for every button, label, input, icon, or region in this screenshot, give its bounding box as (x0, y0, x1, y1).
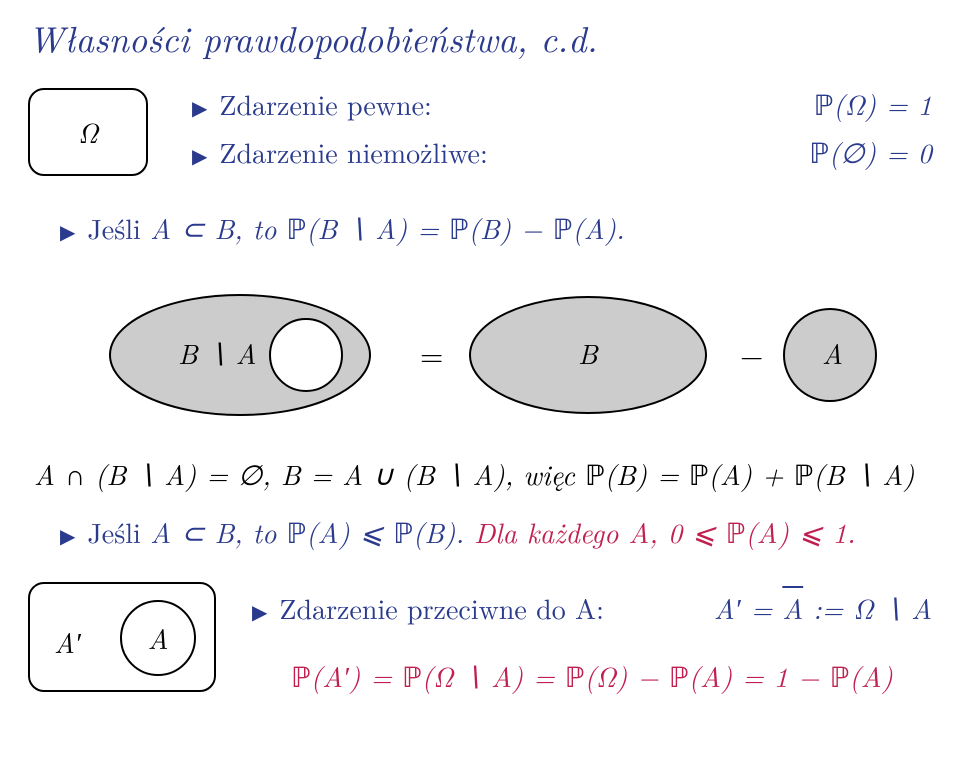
venn-mid-label: B (578, 333, 599, 373)
text: A (782, 588, 803, 628)
prob-symbol: ℙ (726, 519, 746, 550)
venn-minus-sign: − (740, 332, 763, 375)
text: (A) ⩽ 1. (745, 512, 855, 552)
row-5: ▶ Jeśli A ⊂ B, to ℙ(A) ⩽ ℙ(B). Dla każde… (60, 512, 855, 552)
prob-symbol: ℙ (286, 519, 306, 550)
rhs-text: (Ω) = 1 (833, 84, 932, 124)
text: (B) − (469, 208, 553, 248)
text: (Ω) − (584, 656, 668, 696)
text: (B). (413, 512, 474, 552)
prob-symbol: ℙ (669, 663, 689, 694)
bullet-label: Zdarzenie pewne: (219, 84, 431, 124)
text: (B) = (605, 454, 689, 494)
omega-box: Ω (28, 88, 148, 176)
row-1: Ω ▶ Zdarzenie pewne: ℙ(Ω) = 1 ▶ Zdarzeni… (28, 84, 932, 180)
prob-symbol: ℙ (565, 663, 585, 694)
rhs-text: (∅) = 0 (829, 132, 932, 172)
venn-rhs-label: A (822, 333, 843, 373)
triangle-icon: ▶ (60, 216, 75, 245)
row5-text: Jeśli A ⊂ B, to ℙ(A) ⩽ ℙ(B). Dla każdego… (87, 512, 855, 552)
row6-line1-rhs: A′ = A := Ω ∖ A (714, 588, 932, 628)
aprime-box: A′ A (28, 582, 216, 692)
bullet-rhs: ℙ(∅) = 0 (809, 132, 932, 172)
text: (A) = 1 − (689, 656, 830, 696)
prob-symbol: ℙ (809, 139, 829, 170)
text: (Ω ∖ A) = (422, 656, 565, 696)
row6-line2: ℙ(A′) = ℙ(Ω ∖ A) = ℙ(Ω) − ℙ(A) = 1 − ℙ(A… (252, 656, 932, 696)
row2-text: Jeśli A ⊂ B, to ℙ(B ∖ A) = ℙ(B) − ℙ(A). (87, 208, 624, 248)
text: A′ = (714, 588, 782, 628)
text: (A). (572, 208, 624, 248)
prob-symbol: ℙ (794, 461, 814, 492)
row6-right-col: ▶ Zdarzenie przeciwne do A: A′ = A := Ω … (252, 582, 932, 696)
row6-line1-label: Zdarzenie przeciwne do A: (279, 588, 603, 628)
text: Jeśli (87, 512, 150, 552)
bullet-pewne: ▶ Zdarzenie pewne: ℙ(Ω) = 1 (192, 84, 932, 124)
prob-symbol: ℙ (291, 663, 311, 694)
text: Dla każdego A, 0 ⩽ (474, 512, 726, 552)
row-4: A ∩ (B ∖ A) = ∅, B = A ∪ (B ∖ A), więc ℙ… (34, 454, 915, 494)
a-label: A (148, 618, 169, 658)
aprime-label: A′ (54, 622, 81, 662)
triangle-icon: ▶ (192, 140, 207, 169)
text: (A) + (708, 454, 793, 494)
bullet-label: Zdarzenie niemożliwe: (219, 132, 487, 172)
text: := Ω ∖ A (803, 588, 932, 628)
prob-symbol: ℙ (830, 663, 850, 694)
venn-lhs-label: B ∖ A (178, 333, 256, 373)
text: (A′) = (311, 656, 402, 696)
prob-symbol: ℙ (585, 461, 605, 492)
prob-symbol: ℙ (689, 461, 709, 492)
triangle-icon: ▶ (192, 92, 207, 121)
prob-symbol: ℙ (814, 91, 834, 122)
text: A ⊂ B, to (150, 208, 286, 248)
page-title: Własności prawdopodobieństwa, c.d. (28, 12, 598, 63)
text: A ∩ (B ∖ A) = ∅, B = A ∪ (B ∖ A), więc (34, 454, 585, 494)
text: (A) ⩽ (306, 512, 393, 552)
row1-bullets: ▶ Zdarzenie pewne: ℙ(Ω) = 1 ▶ Zdarzenie … (192, 84, 932, 180)
triangle-icon: ▶ (60, 520, 75, 549)
text: (A) (849, 656, 893, 696)
row-2: ▶ Jeśli A ⊂ B, to ℙ(B ∖ A) = ℙ(B) − ℙ(A)… (60, 208, 625, 248)
prob-symbol: ℙ (286, 215, 306, 246)
text: (B ∖ A) = (306, 208, 449, 248)
text: Jeśli (87, 208, 150, 248)
venn-eq-sign: = (420, 332, 443, 375)
prob-symbol: ℙ (553, 215, 573, 246)
text: A ⊂ B, to (150, 512, 286, 552)
omega-label: Ω (78, 112, 98, 152)
bullet-rhs: ℙ(Ω) = 1 (814, 84, 932, 124)
prob-symbol: ℙ (402, 663, 422, 694)
venn-diagram: B ∖ A = B − A (0, 280, 960, 430)
prob-symbol: ℙ (393, 519, 413, 550)
bullet-niemozliwe: ▶ Zdarzenie niemożliwe: ℙ(∅) = 0 (192, 132, 932, 172)
prob-symbol: ℙ (449, 215, 469, 246)
text: (B ∖ A) (813, 454, 914, 494)
triangle-icon: ▶ (252, 596, 267, 625)
a-circle: A (120, 600, 196, 676)
row6-line1: ▶ Zdarzenie przeciwne do A: A′ = A := Ω … (252, 588, 932, 628)
row-6: A′ A ▶ Zdarzenie przeciwne do A: A′ = A … (28, 582, 932, 696)
